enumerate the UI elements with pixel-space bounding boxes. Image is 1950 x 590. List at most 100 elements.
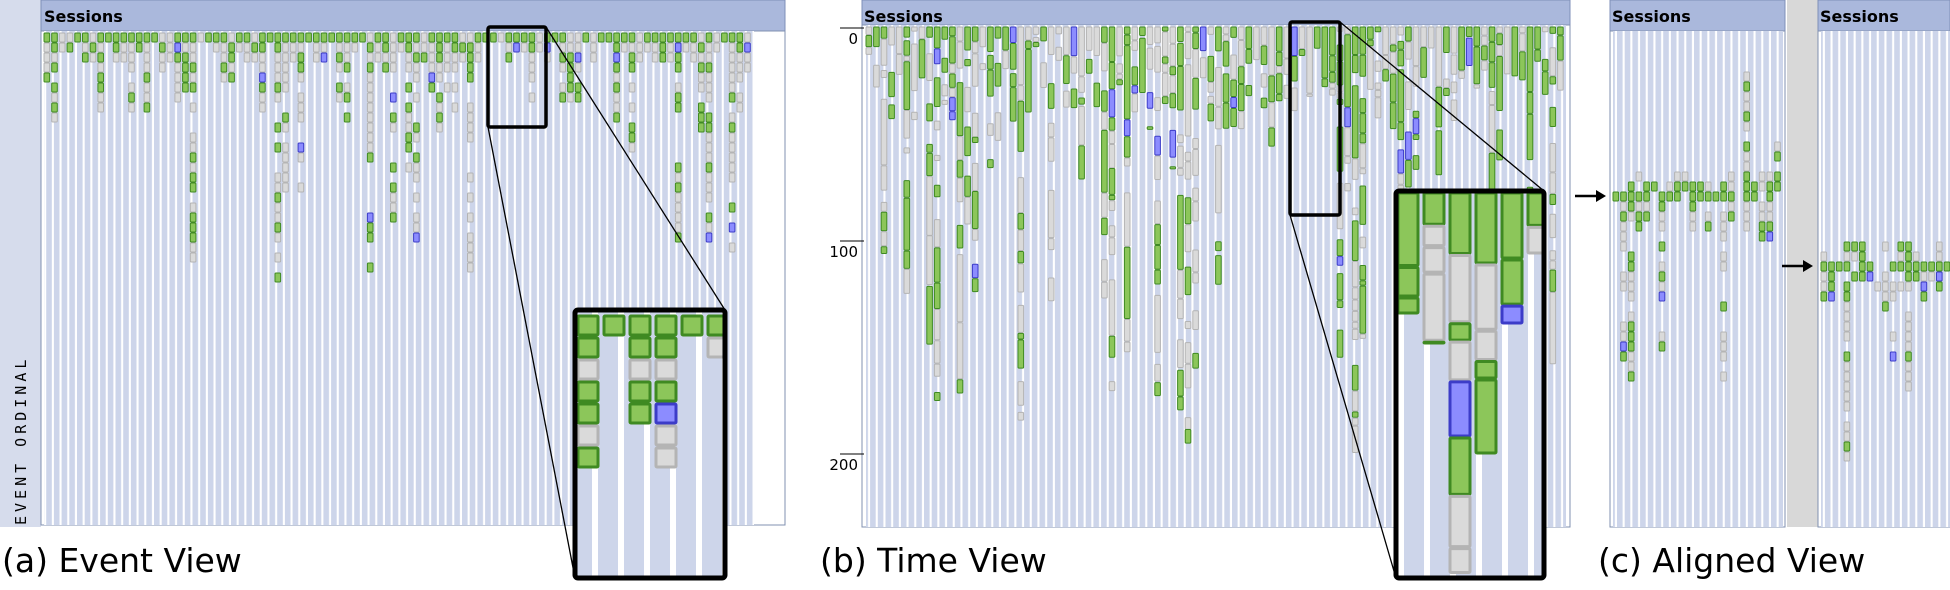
cell xyxy=(1658,221,1666,232)
cell xyxy=(613,92,620,103)
cell xyxy=(1237,66,1245,84)
cell xyxy=(1131,93,1139,113)
cell xyxy=(1078,26,1085,77)
cell xyxy=(43,42,51,53)
cell xyxy=(576,380,600,403)
cell xyxy=(1843,291,1851,302)
cell xyxy=(1154,26,1161,44)
cell xyxy=(880,165,888,191)
cell xyxy=(1146,92,1154,109)
cell xyxy=(956,41,964,69)
cell xyxy=(1222,34,1230,42)
cell xyxy=(1627,251,1635,262)
cell xyxy=(1131,66,1139,86)
cell xyxy=(443,62,451,73)
cell xyxy=(1620,271,1627,282)
cell xyxy=(366,152,374,163)
cell xyxy=(1192,310,1199,330)
cell xyxy=(1774,151,1781,162)
cell xyxy=(1207,26,1215,35)
cell xyxy=(1627,351,1635,362)
cell xyxy=(728,222,736,233)
cell xyxy=(994,112,1002,141)
cell xyxy=(159,32,166,43)
cell xyxy=(1689,201,1697,212)
cell xyxy=(1351,411,1359,418)
cell xyxy=(1207,95,1215,104)
cell xyxy=(1743,91,1751,102)
cell xyxy=(1396,266,1420,298)
cell xyxy=(436,32,443,43)
cell xyxy=(1473,84,1481,89)
cell xyxy=(654,314,678,337)
cell xyxy=(1743,81,1751,92)
cell xyxy=(698,62,705,73)
cell xyxy=(313,32,320,43)
cell xyxy=(1635,211,1643,222)
cell xyxy=(705,222,713,233)
cell xyxy=(390,62,397,73)
cell xyxy=(674,52,682,63)
cell xyxy=(1085,26,1093,51)
cell xyxy=(1500,191,1524,260)
cell xyxy=(602,314,626,337)
cell xyxy=(1704,221,1712,232)
cell xyxy=(1306,93,1313,97)
cell xyxy=(189,152,197,163)
cell xyxy=(451,52,459,63)
cell xyxy=(728,62,736,73)
cell xyxy=(1412,26,1420,67)
cell xyxy=(366,112,374,123)
cell xyxy=(659,32,667,43)
cell xyxy=(1336,239,1344,257)
cell xyxy=(865,35,873,48)
cell xyxy=(174,32,181,43)
cell xyxy=(374,42,382,53)
cell xyxy=(567,52,574,63)
cell xyxy=(880,98,888,166)
cell xyxy=(1620,241,1627,252)
aligned-cells xyxy=(1820,241,1950,462)
cell xyxy=(1161,63,1169,73)
cell xyxy=(1448,191,1472,256)
cell xyxy=(1481,35,1488,46)
cell xyxy=(1681,171,1689,182)
cell xyxy=(728,122,736,133)
cell xyxy=(1032,37,1040,43)
cell xyxy=(1720,211,1727,222)
cell xyxy=(888,71,895,98)
cell xyxy=(1474,263,1498,331)
cell xyxy=(576,446,600,469)
cell xyxy=(705,162,713,173)
cell xyxy=(336,52,343,63)
cell xyxy=(143,82,151,93)
cell xyxy=(1843,281,1851,292)
cell xyxy=(189,42,197,53)
cell xyxy=(582,32,590,43)
cell xyxy=(1766,211,1774,222)
cell xyxy=(605,32,613,43)
cell xyxy=(1237,83,1245,112)
cell xyxy=(728,142,736,153)
cell xyxy=(933,340,941,364)
cell xyxy=(1412,134,1420,140)
cell xyxy=(888,104,895,120)
cell xyxy=(941,84,949,97)
cell xyxy=(590,52,597,63)
cell xyxy=(1177,42,1184,67)
cell xyxy=(166,42,174,53)
cell xyxy=(1557,60,1564,91)
cell xyxy=(1620,351,1627,362)
cell xyxy=(1474,191,1498,265)
cell xyxy=(933,219,941,248)
cell xyxy=(51,32,58,43)
cell xyxy=(674,32,682,43)
cell xyxy=(698,112,705,123)
cell xyxy=(451,62,459,73)
cell xyxy=(413,32,420,43)
cell xyxy=(628,380,652,403)
cell xyxy=(259,92,266,103)
cell xyxy=(1108,194,1116,201)
cell xyxy=(189,172,197,183)
